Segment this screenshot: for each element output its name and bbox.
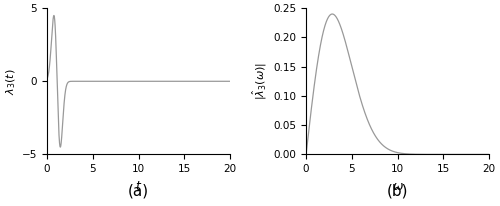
Text: (b): (b) <box>387 183 408 198</box>
Y-axis label: $|\hat{\lambda}_3(\omega)|$: $|\hat{\lambda}_3(\omega)|$ <box>250 62 269 100</box>
X-axis label: $\omega$: $\omega$ <box>392 180 404 193</box>
Y-axis label: $\lambda_3(t)$: $\lambda_3(t)$ <box>4 68 18 95</box>
X-axis label: $t$: $t$ <box>135 180 142 193</box>
Text: (a): (a) <box>128 183 149 198</box>
